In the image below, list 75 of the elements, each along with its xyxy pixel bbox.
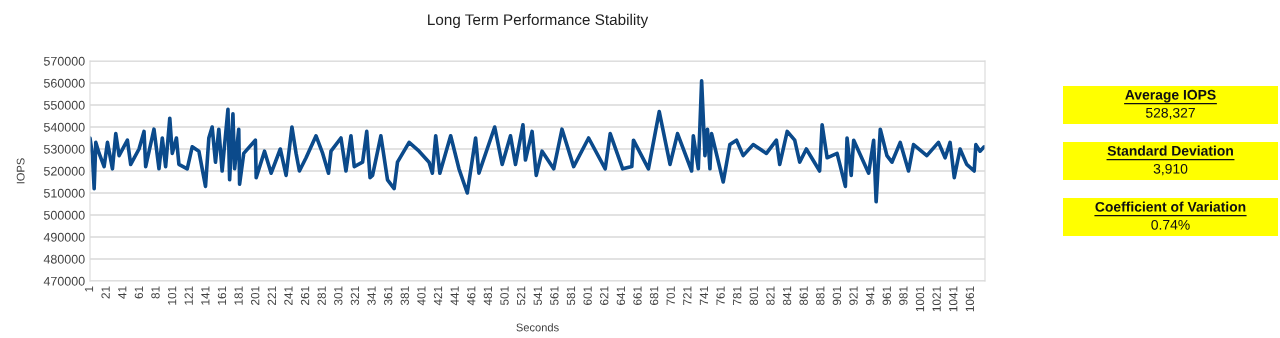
x-tick-label: 421 (433, 286, 443, 306)
x-tick-label: 401 (417, 286, 426, 306)
x-tick-label: 621 (600, 286, 609, 305)
x-tick-label: 181 (234, 286, 243, 305)
x-tick-label: 901 (832, 286, 842, 305)
y-tick-label: 470000 (43, 276, 85, 286)
y-tick-label: 490000 (43, 232, 85, 242)
y-tick-label: 560000 (43, 78, 85, 88)
x-tick-label: 681 (649, 286, 659, 305)
x-tick-label: 341 (367, 286, 376, 306)
x-tick-label: 221 (267, 286, 276, 305)
x-tick-label: 441 (450, 286, 459, 306)
x-tick-label: 301 (334, 286, 343, 306)
x-tick-label: 1021 (932, 286, 941, 312)
x-tick-label: 941 (865, 286, 875, 305)
x-tick-label: 361 (383, 286, 393, 306)
x-tick-label: 381 (400, 286, 409, 306)
x-tick-label: 981 (899, 286, 908, 305)
text: 528,327 (1145, 107, 1195, 120)
y-tick-label: 540000 (43, 122, 85, 132)
x-tick-label: 861 (799, 286, 808, 306)
x-tick-label: 1041 (949, 286, 958, 312)
x-tick-label: 801 (749, 286, 758, 306)
y-tick-label: 520000 (43, 166, 85, 176)
text: 3,910 (1153, 163, 1188, 176)
x-tick-label: 481 (483, 286, 493, 306)
text: Coefficient of Variation (1095, 201, 1246, 212)
chart-title: Long Term Performance Stability (428, 13, 649, 29)
x-tick-label: 761 (716, 286, 725, 305)
x-tick-label: 1061 (965, 286, 975, 312)
x-tick-label: 921 (849, 286, 858, 305)
text: Average IOPS (1125, 89, 1216, 103)
x-tick-label: 501 (500, 286, 509, 306)
y-tick-label: 500000 (43, 210, 85, 220)
x-tick-label: 261 (300, 286, 310, 305)
x-tick-label: 561 (550, 286, 559, 306)
x-tick-label: 1001 (915, 286, 925, 312)
x-tick-label: 841 (782, 286, 792, 306)
y-tick-label: 480000 (43, 254, 85, 264)
x-tick-label: 821 (766, 286, 775, 306)
text: 0.74% (1151, 219, 1190, 230)
x-axis-title: Seconds (516, 323, 559, 332)
text: Standard Deviation (1107, 145, 1233, 156)
x-tick-label: 661 (633, 286, 642, 305)
x-tick-label: 241 (284, 286, 293, 305)
x-tick-label: 961 (882, 286, 891, 305)
x-tick-label: 581 (566, 286, 576, 306)
y-tick-label: 550000 (43, 100, 85, 110)
line-series (90, 78, 985, 204)
x-tick-label: 721 (683, 286, 692, 305)
x-tick-label: 141 (201, 286, 210, 305)
x-tick-label: 61 (134, 286, 144, 299)
x-tick-label: 741 (699, 286, 708, 305)
y-axis-title: IOPS (16, 158, 25, 184)
y-tick-label: 510000 (43, 188, 85, 198)
x-tick-label: 641 (616, 286, 626, 305)
x-tick-label: 521 (516, 286, 526, 306)
x-tick-label: 161 (217, 286, 227, 305)
y-tick-label: 530000 (43, 144, 85, 154)
x-tick-label: 701 (666, 286, 675, 305)
x-tick-label: 21 (101, 286, 110, 299)
x-tick-label: 201 (251, 286, 260, 305)
y-tick-label: 570000 (43, 56, 85, 66)
x-tick-label: 881 (816, 286, 825, 306)
x-tick-label: 1 (84, 286, 94, 292)
x-tick-label: 41 (118, 286, 127, 299)
x-tick-label: 81 (151, 286, 160, 299)
x-tick-label: 121 (184, 286, 193, 305)
x-tick-label: 601 (583, 286, 592, 305)
x-tick-label: 781 (733, 286, 742, 305)
x-tick-label: 461 (467, 286, 476, 306)
x-tick-label: 321 (350, 286, 360, 306)
x-tick-label: 101 (167, 286, 177, 305)
x-tick-label: 541 (533, 286, 542, 306)
x-tick-label: 281 (317, 286, 326, 305)
